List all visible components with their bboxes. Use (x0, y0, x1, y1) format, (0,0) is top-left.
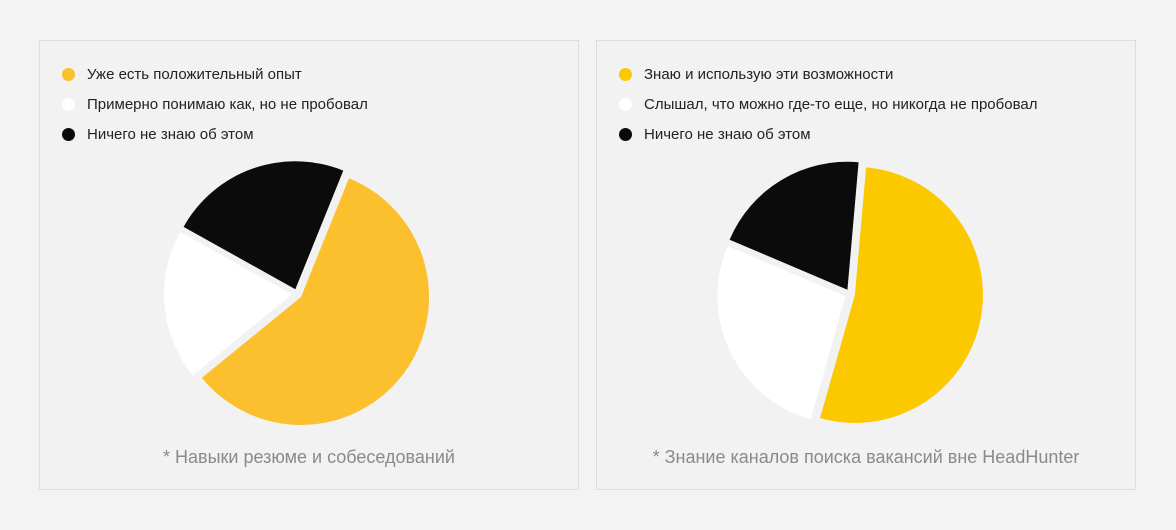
chart-panel-skills: Уже есть положительный опыт Примерно пон… (39, 40, 579, 490)
pie-slice-2 (729, 161, 859, 290)
legend-label: Ничего не знаю об этом (644, 125, 811, 143)
legend-item-heard-never-tried: Слышал, что можно где-то еще, но никогда… (619, 94, 1037, 114)
pie-slice-1 (164, 231, 293, 376)
legend-item-know-nothing: Ничего не знаю об этом (62, 124, 368, 144)
pie-slice-0 (820, 167, 983, 423)
pie-slice-0 (201, 178, 430, 425)
legend-swatch-yellow (62, 67, 75, 81)
pie-slice-2 (183, 161, 344, 290)
legend: Знаю и использую эти возможности Слышал,… (619, 64, 1037, 154)
legend-label: Знаю и использую эти возможности (644, 65, 894, 83)
legend-swatch-black (62, 127, 75, 141)
chart-caption: * Навыки резюме и собеседований (163, 447, 455, 467)
legend-swatch-yellow (619, 67, 632, 81)
legend-item-positive-experience: Уже есть положительный опыт (62, 64, 368, 84)
legend-item-know-nothing: Ничего не знаю об этом (619, 124, 1037, 144)
chart-panel-channels: Знаю и использую эти возможности Слышал,… (596, 40, 1136, 490)
pie-chart (164, 161, 430, 425)
pie-slice-1 (717, 246, 846, 420)
legend-item-roughly-understand: Примерно понимаю как, но не пробовал (62, 94, 368, 114)
legend-label: Слышал, что можно где-то еще, но никогда… (644, 95, 1038, 113)
legend: Уже есть положительный опыт Примерно пон… (62, 64, 368, 154)
chart-caption: * Знание каналов поиска вакансий вне Hea… (652, 447, 1080, 467)
legend-swatch-black (619, 127, 632, 141)
legend-label: Уже есть положительный опыт (87, 65, 302, 83)
legend-label: Ничего не знаю об этом (87, 125, 254, 143)
legend-item-know-and-use: Знаю и использую эти возможности (619, 64, 1037, 84)
legend-label: Примерно понимаю как, но не пробовал (87, 95, 368, 113)
legend-swatch-white (62, 97, 75, 111)
legend-swatch-white (619, 97, 632, 111)
pie-chart (717, 161, 983, 423)
